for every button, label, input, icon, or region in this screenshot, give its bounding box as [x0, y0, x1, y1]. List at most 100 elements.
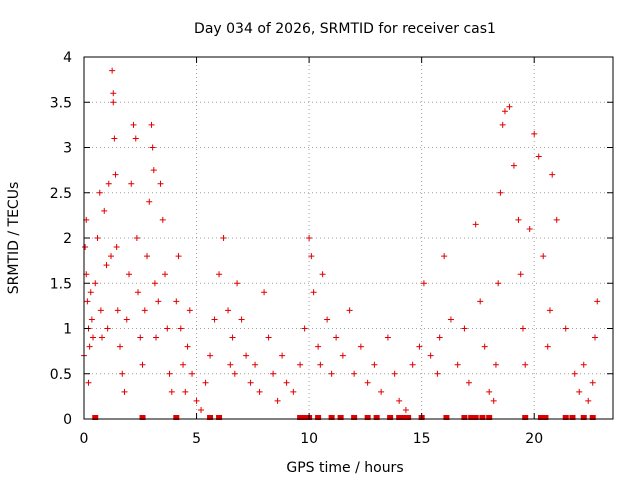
zero-marker	[461, 415, 468, 420]
data-point	[434, 370, 441, 377]
data-point	[148, 121, 155, 128]
y-tick-label: 3.5	[50, 95, 72, 111]
x-tick-label: 15	[413, 431, 431, 447]
data-point	[391, 370, 398, 377]
y-tick-label: 1	[63, 322, 72, 338]
data-point	[544, 343, 551, 350]
data-point	[139, 361, 146, 368]
data-point	[202, 379, 209, 386]
data-point	[346, 307, 353, 314]
data-point	[220, 235, 227, 241]
data-point	[108, 253, 115, 260]
data-point	[497, 189, 504, 196]
data-point	[85, 379, 92, 386]
data-point	[420, 280, 427, 287]
data-point	[589, 379, 596, 386]
y-tick-label: 1.5	[50, 276, 72, 292]
data-point	[119, 370, 126, 377]
data-point	[310, 289, 317, 296]
data-point	[492, 361, 499, 368]
data-point	[128, 180, 135, 187]
data-point	[319, 271, 326, 278]
data-point	[441, 253, 448, 260]
y-tick-label: 4	[63, 50, 72, 66]
data-point	[297, 361, 304, 368]
y-axis-label: SRMTID / TECUs	[6, 182, 22, 295]
y-tick-label: 3	[63, 141, 72, 157]
data-point	[416, 343, 423, 350]
data-point	[117, 343, 124, 350]
data-point	[110, 90, 117, 97]
zero-marker	[328, 415, 335, 420]
data-point	[101, 207, 108, 214]
data-point	[229, 334, 236, 341]
zero-marker	[569, 415, 576, 420]
zero-marker	[472, 415, 479, 420]
data-point	[177, 325, 184, 332]
x-tick-label: 20	[525, 431, 543, 447]
data-point	[261, 289, 268, 296]
data-point	[97, 307, 104, 314]
data-point	[92, 280, 99, 287]
y-tick-label: 2.5	[50, 186, 72, 202]
x-axis-label: GPS time / hours	[286, 460, 403, 476]
data-point	[193, 397, 200, 404]
data-point	[274, 397, 281, 404]
data-point	[486, 388, 493, 395]
data-points	[81, 67, 601, 420]
data-point	[135, 289, 142, 296]
data-point	[137, 334, 144, 341]
data-point	[351, 370, 358, 377]
data-point	[270, 370, 277, 377]
data-point	[180, 361, 187, 368]
data-point	[173, 298, 180, 305]
data-point	[114, 307, 121, 314]
data-point	[90, 334, 97, 341]
data-point	[94, 235, 101, 241]
zero-marker	[479, 415, 486, 420]
zero-marker	[589, 415, 596, 420]
data-point	[96, 189, 103, 196]
zero-marker	[301, 415, 308, 420]
zero-marker	[364, 415, 371, 420]
data-point	[510, 162, 517, 169]
data-point	[112, 171, 119, 178]
data-point	[506, 103, 513, 110]
data-point	[499, 121, 506, 128]
data-point	[149, 144, 156, 151]
data-point	[207, 352, 214, 359]
data-point	[198, 406, 205, 413]
data-point	[252, 361, 259, 368]
zero-marker	[92, 415, 99, 420]
zero-marker	[173, 415, 180, 420]
zero-marker	[542, 415, 549, 420]
data-point	[182, 388, 189, 395]
data-point	[328, 370, 335, 377]
data-point	[256, 388, 263, 395]
data-point	[495, 280, 502, 287]
data-point	[186, 307, 193, 314]
data-point	[378, 388, 385, 395]
data-point	[103, 262, 110, 269]
data-point	[585, 397, 592, 404]
data-point	[189, 370, 196, 377]
zero-marker	[468, 415, 475, 420]
data-point	[396, 397, 403, 404]
data-point	[384, 334, 391, 341]
zero-marker	[139, 415, 146, 420]
zero-marker	[216, 415, 223, 420]
data-point	[515, 216, 522, 223]
data-point	[526, 225, 533, 232]
data-point	[549, 171, 556, 178]
data-point	[86, 343, 93, 350]
zero-marker	[486, 415, 493, 420]
data-point	[184, 343, 191, 350]
zero-marker	[537, 415, 544, 420]
data-point	[146, 198, 153, 205]
data-point	[427, 352, 434, 359]
chart-title: Day 034 of 2026, SRMTID for receiver cas…	[194, 21, 496, 37]
data-point	[317, 361, 324, 368]
zero-marker	[580, 415, 587, 420]
data-point	[216, 271, 223, 278]
data-point	[121, 388, 128, 395]
